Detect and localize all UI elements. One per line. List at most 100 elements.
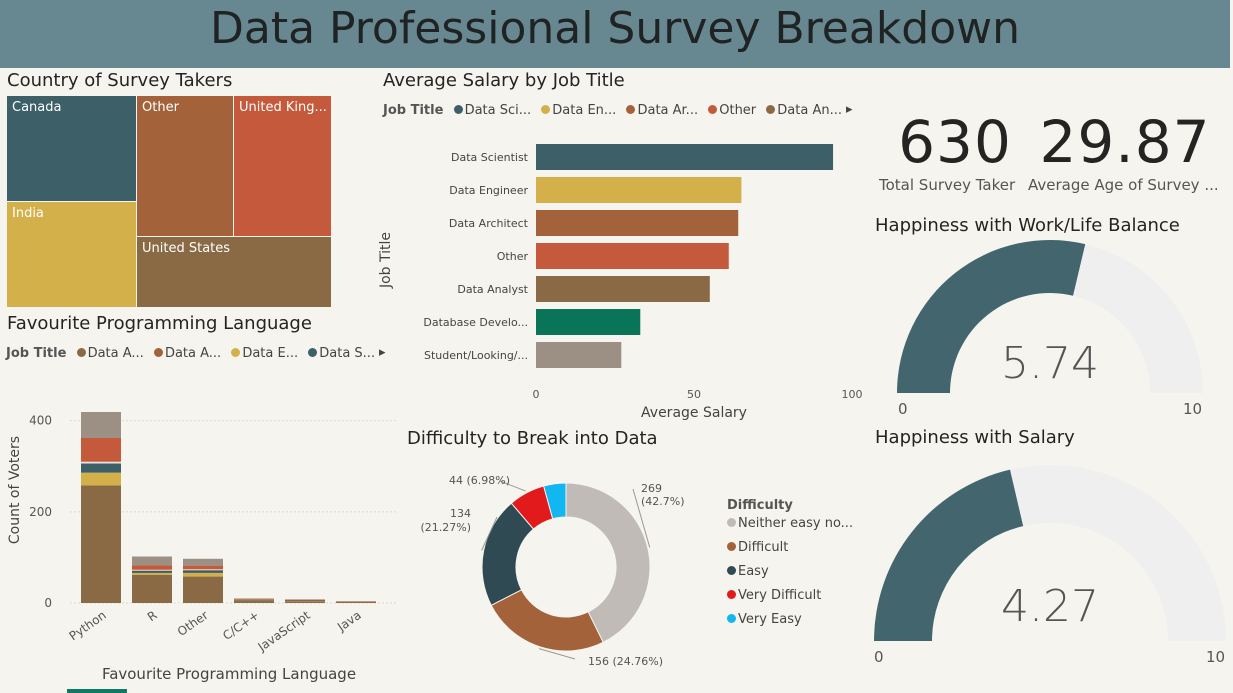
difficulty-legend-item[interactable]: Easy [727, 564, 853, 588]
lang-bar-segment[interactable] [285, 601, 325, 603]
lang-y-axis-label: Count of Voters [7, 436, 23, 544]
lang-bar-segment[interactable] [132, 565, 172, 570]
lang-x-tick-label: Java [334, 608, 364, 635]
legend-dot [153, 348, 163, 357]
salary-category-label: Data Analyst [457, 283, 528, 296]
salary-legend: Job Title Data Sci... Data En... Data Ar… [383, 103, 842, 118]
treemap-cell-united-states[interactable]: United States [136, 236, 332, 308]
salary-bar[interactable] [536, 276, 710, 302]
salary-legend-next-arrow[interactable]: ▸ [846, 102, 853, 117]
legend-dot [727, 566, 736, 575]
donut-data-label: 44 (6.98%) [449, 474, 510, 487]
lang-bar-segment[interactable] [132, 556, 172, 566]
language-legend-item[interactable]: Data S... [302, 346, 375, 361]
legend-label: Data A... [87, 346, 144, 361]
lang-bar-segment[interactable] [285, 599, 325, 601]
lang-bar-segment[interactable] [285, 600, 325, 602]
salary-x-tick-label: 0 [533, 388, 540, 401]
salary-bar[interactable] [536, 144, 834, 170]
salary-gauge-max: 10 [1206, 648, 1226, 666]
donut-slice[interactable] [565, 482, 651, 643]
language-legend-next-arrow[interactable]: ▸ [379, 345, 386, 360]
salary-legend-item[interactable]: Other [702, 103, 756, 118]
treemap-cell-other[interactable]: Other [136, 95, 234, 237]
salary-category-label: Student/Looking/... [424, 349, 528, 362]
lang-bar-segment[interactable] [132, 574, 172, 603]
lang-bar-segment[interactable] [234, 599, 274, 601]
country-treemap[interactable]: Canada Other United King... India United… [6, 95, 332, 308]
legend-label: Other [719, 103, 757, 118]
legend-label: Data A... [164, 346, 222, 361]
lang-bar-segment[interactable] [81, 412, 121, 438]
salary-category-label: Data Architect [449, 217, 529, 230]
lang-bar-segment[interactable] [234, 598, 274, 600]
treemap-cell-label: Other [142, 100, 179, 115]
difficulty-legend-item[interactable]: Difficult [727, 540, 853, 564]
lang-y-tick-label: 400 [29, 414, 52, 428]
salary-category-label: Data Scientist [451, 151, 529, 164]
lang-bar-segment[interactable] [234, 600, 274, 603]
lang-bar-segment[interactable] [285, 599, 325, 601]
lang-bar-segment[interactable] [132, 569, 172, 571]
difficulty-legend-item[interactable]: Very Difficult [727, 588, 853, 612]
legend-dot [727, 518, 736, 527]
donut-slice[interactable] [490, 589, 604, 652]
lang-bar-segment[interactable] [81, 463, 121, 473]
salary-bar[interactable] [536, 210, 739, 236]
treemap-cell-united-kingdom[interactable]: United King... [233, 95, 332, 237]
lang-bar-segment[interactable] [81, 485, 121, 603]
salary-x-axis-label: Average Salary [641, 405, 747, 421]
lang-bar-segment[interactable] [132, 570, 172, 573]
lang-bar-segment[interactable] [183, 558, 223, 566]
salary-bar[interactable] [536, 342, 622, 368]
salary-bar[interactable] [536, 243, 729, 269]
legend-dot [766, 105, 776, 114]
lang-bar-segment[interactable] [183, 572, 223, 577]
legend-dot [727, 614, 736, 623]
lang-bar-segment[interactable] [183, 576, 223, 603]
lang-bar-segment[interactable] [285, 600, 325, 602]
salary-category-label: Other [497, 250, 529, 263]
treemap-cell-canada[interactable]: Canada [6, 95, 137, 202]
lang-bar-segment[interactable] [81, 437, 121, 462]
language-legend-item[interactable]: Data E... [225, 346, 298, 361]
header-bar [0, 0, 1230, 68]
legend-label: Data An... [777, 103, 842, 118]
lang-x-tick-label: Other [175, 608, 211, 639]
lang-bar-segment[interactable] [183, 569, 223, 571]
lang-bar-segment[interactable] [81, 461, 121, 464]
lang-bar-segment[interactable] [336, 602, 376, 603]
lang-bar-segment[interactable] [336, 601, 376, 602]
lang-x-tick-label: JavaScript [255, 608, 313, 655]
lang-bar-segment[interactable] [81, 472, 121, 486]
salary-bar[interactable] [536, 309, 641, 335]
gauge-fill [874, 469, 1024, 641]
language-legend-item[interactable]: Data A... [71, 346, 144, 361]
legend-label: Data S... [319, 346, 376, 361]
difficulty-legend-item[interactable]: Very Easy [727, 612, 853, 636]
legend-dot [708, 105, 718, 114]
salary-legend-item[interactable]: Data An... [760, 103, 842, 118]
salary-bar[interactable] [536, 177, 742, 203]
lang-bar-segment[interactable] [132, 572, 172, 575]
donut-slice[interactable] [543, 482, 567, 520]
difficulty-legend: Difficulty Neither easy no... Difficult … [727, 498, 853, 636]
lang-bar-segment[interactable] [234, 599, 274, 601]
salary-bar-chart: Job Title Data Scientist Data Engineer Data… [378, 144, 863, 421]
lang-bar-segment[interactable] [183, 565, 223, 570]
language-legend-item[interactable]: Data A... [148, 346, 221, 361]
donut-data-label: 269 [641, 482, 662, 495]
legend-label: Very Difficult [738, 588, 822, 603]
legend-label: Data En... [552, 103, 617, 118]
treemap-cell-india[interactable]: India [6, 201, 137, 308]
difficulty-legend-title: Difficulty [727, 498, 793, 513]
lang-bar-segment[interactable] [234, 600, 274, 602]
salary-legend-item[interactable]: Data Ar... [620, 103, 698, 118]
lang-bar-segment[interactable] [183, 570, 223, 573]
salary-legend-item[interactable]: Data En... [535, 103, 616, 118]
salary-legend-item[interactable]: Data Sci... [448, 103, 531, 118]
salary-legend-title: Job Title [383, 103, 444, 118]
difficulty-legend-item[interactable]: Neither easy no... [727, 516, 853, 540]
lang-bar-segment[interactable] [336, 601, 376, 603]
